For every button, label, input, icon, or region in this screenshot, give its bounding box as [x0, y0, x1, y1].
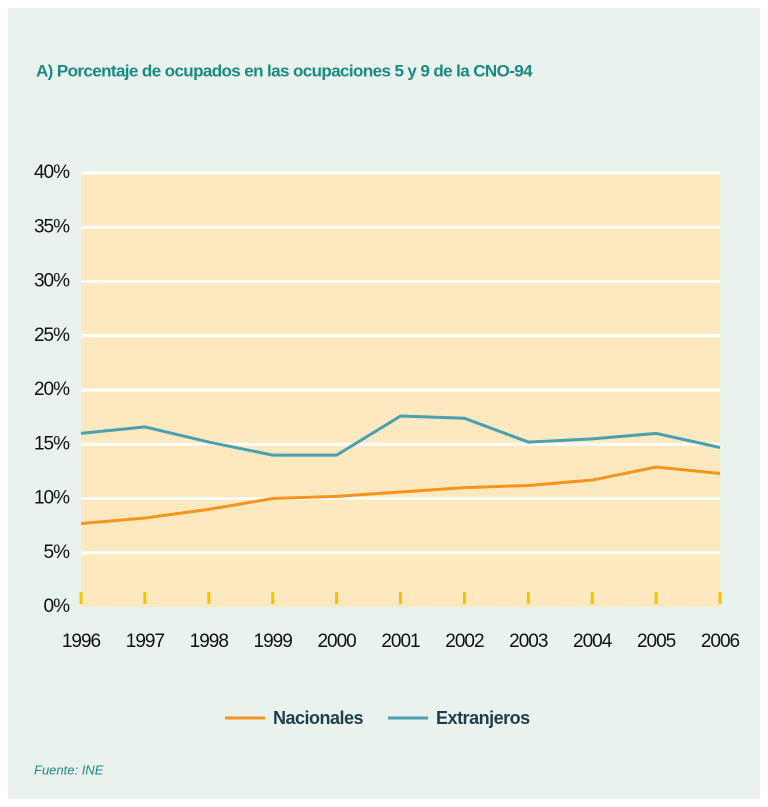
x-tick-label: 1997 — [126, 631, 165, 652]
x-tick-label: 2002 — [445, 631, 484, 652]
x-tick-label: 2000 — [317, 631, 356, 652]
series-line — [80, 414, 721, 457]
legend-label: Nacionales — [273, 708, 364, 728]
y-tick-label: 35% — [34, 216, 70, 237]
x-tick-label: 2003 — [509, 631, 548, 652]
series-line — [80, 465, 721, 525]
x-tick-label: 1996 — [62, 631, 101, 652]
chart-title: A) Porcentaje de ocupados en las ocupaci… — [36, 61, 533, 80]
x-tick-label: 2004 — [573, 631, 613, 652]
source: Fuente: INE — [34, 762, 104, 777]
y-tick-label: 0% — [44, 596, 71, 617]
x-tick-label: 1998 — [190, 631, 229, 652]
y-tick-label: 30% — [34, 271, 70, 292]
x-tick-label: 1999 — [254, 631, 293, 652]
y-tick-label: 40% — [34, 162, 70, 183]
y-tick-label: 5% — [44, 542, 71, 563]
legend-label: Extranjeros — [436, 708, 530, 728]
y-tick-label: 20% — [34, 379, 70, 400]
x-tick-label: 2001 — [381, 631, 420, 652]
y-tick-label: 15% — [34, 433, 70, 454]
y-tick-label: 10% — [34, 488, 70, 509]
y-tick-label: 25% — [34, 325, 70, 346]
x-tick-label: 2006 — [701, 631, 740, 652]
x-tick-label: 2005 — [637, 631, 676, 652]
